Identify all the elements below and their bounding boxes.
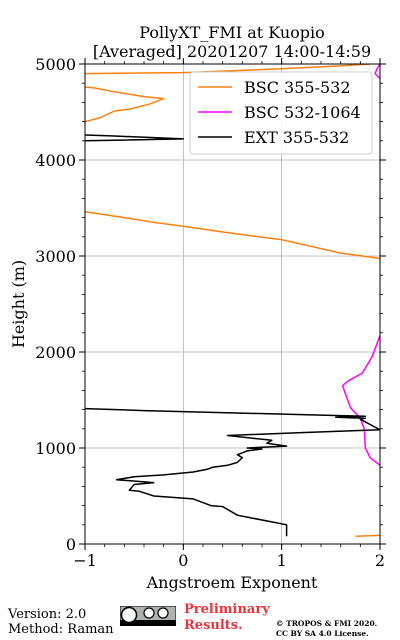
legend-box (189, 71, 373, 155)
plot-frame (84, 63, 381, 545)
y-tick-label: 3000 (35, 247, 76, 266)
method-text: Method: Raman (8, 622, 114, 637)
copyright-line-1: © TROPOS & FMI 2020. (276, 619, 378, 628)
version-text: Version: 2.0 (8, 607, 87, 622)
series-line (85, 86, 165, 123)
y-axis-label: Height (m) (9, 260, 28, 348)
y-tick-label: 2000 (35, 343, 76, 362)
chart-title: PollyXT_FMI at Kuopio (139, 23, 325, 42)
preliminary-line-1: Preliminary (184, 602, 270, 617)
x-tick-label: 2 (375, 551, 385, 570)
legend-label: EXT 355-532 (244, 128, 349, 147)
cc-license-logo (120, 606, 176, 626)
y-tick-label: 0 (66, 535, 76, 554)
chart-subtitle: [Averaged] 20201207 14:00-14:59 (93, 42, 371, 61)
legend-label: BSC 532-1064 (244, 103, 361, 122)
x-tick-label: 1 (277, 551, 287, 570)
y-tick-label: 4000 (35, 151, 76, 170)
x-axis-label: Angstroem Exponent (146, 573, 318, 592)
series-line (374, 64, 380, 79)
x-tick-label: 0 (178, 551, 188, 570)
series-line (341, 335, 380, 466)
series-line (355, 534, 380, 538)
y-tick-label: 5000 (35, 55, 76, 74)
preliminary-note: Preliminary Results. (184, 602, 270, 634)
x-tick-label: −1 (73, 551, 97, 570)
copyright-note: © TROPOS & FMI 2020. CC BY SA 4.0 Licens… (276, 619, 377, 639)
legend: BSC 355-532 BSC 532-1064 EXT 355-532 (189, 71, 373, 155)
series-line (85, 134, 185, 142)
series-lines (85, 64, 380, 538)
legend-label: BSC 355-532 (244, 78, 351, 97)
copyright-line-2: CC BY SA 4.0 License. (276, 629, 369, 638)
series-line (85, 211, 380, 260)
series-line (85, 64, 371, 75)
y-tick-label: 1000 (35, 439, 76, 458)
preliminary-line-2: Results. (184, 618, 243, 633)
series-line (85, 407, 380, 537)
